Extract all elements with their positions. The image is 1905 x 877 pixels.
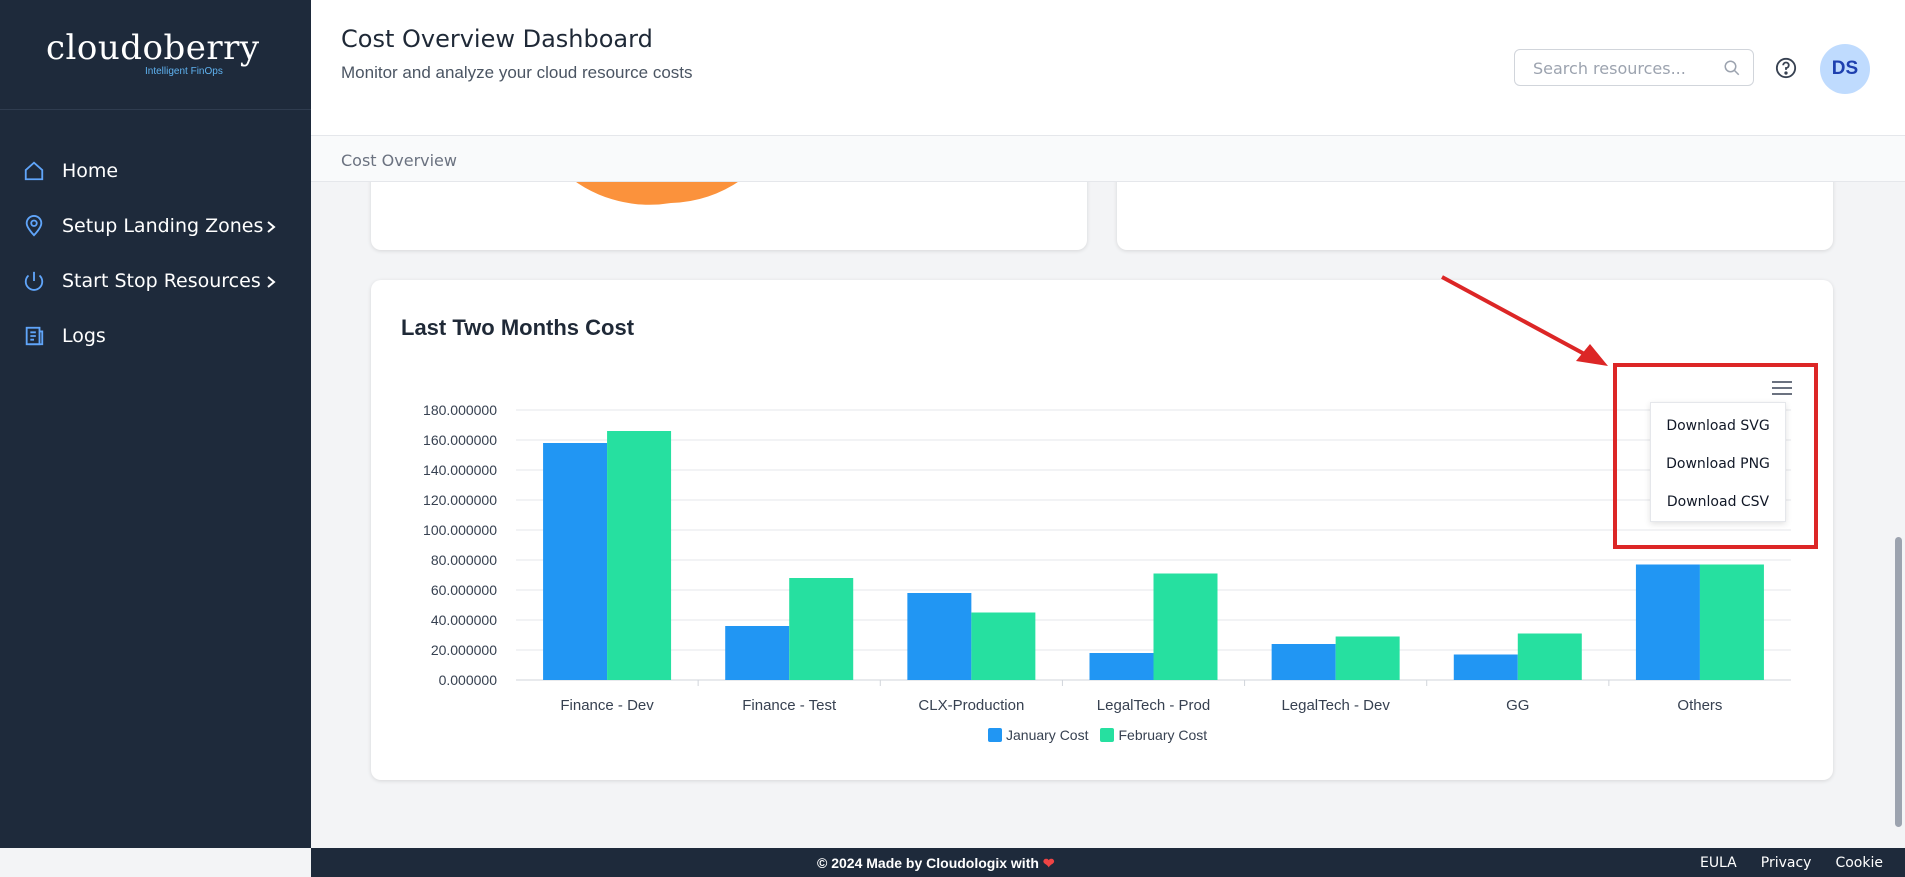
legend-item-january[interactable]: January Cost <box>988 727 1088 743</box>
sidebar-item-home[interactable]: Home <box>0 143 311 198</box>
page-subtitle: Monitor and analyze your cloud resource … <box>341 63 693 82</box>
y-tick-label: 80.000000 <box>431 552 497 568</box>
legend-label: January Cost <box>1006 727 1089 743</box>
sidebar-item-start-stop-resources[interactable]: Start Stop Resources <box>0 253 311 308</box>
legend-item-february[interactable]: February Cost <box>1100 727 1207 743</box>
sidebar-nav: Home Setup Landing Zones Start Stop Reso… <box>0 143 311 363</box>
location-pin-icon <box>22 214 46 238</box>
help-icon[interactable] <box>1775 57 1797 84</box>
footer: © 2024 Made by Cloudologix with ❤ EULA Pr… <box>311 848 1905 877</box>
download-svg-item[interactable]: Download SVG <box>1666 418 1770 434</box>
bar-january <box>907 593 972 680</box>
bar-february <box>607 431 672 680</box>
sidebar-item-logs[interactable]: Logs <box>0 308 311 363</box>
sidebar-item-setup-landing-zones[interactable]: Setup Landing Zones <box>0 198 311 253</box>
chart-menu-icon[interactable] <box>1772 381 1792 397</box>
footer-copyright: © 2024 Made by Cloudologix with ❤ <box>817 855 1055 872</box>
page-scrollbar[interactable] <box>1892 182 1905 848</box>
bar-january <box>1453 654 1518 680</box>
bar-january <box>1271 644 1336 680</box>
heart-icon: ❤ <box>1042 855 1055 871</box>
chevron-right-icon <box>266 217 276 239</box>
x-tick-label: CLX-Production <box>918 697 1024 714</box>
search-icon[interactable] <box>1723 59 1741 82</box>
y-tick-label: 140.000000 <box>423 462 497 478</box>
footer-links: EULA Privacy Cookie <box>1700 855 1883 871</box>
search-input[interactable] <box>1533 58 1713 78</box>
home-icon <box>22 159 46 183</box>
sidebar-item-label: Home <box>62 159 119 182</box>
sidebar-item-label: Start Stop Resources <box>62 269 261 292</box>
footer-link-privacy[interactable]: Privacy <box>1760 855 1812 871</box>
y-tick-label: 0.000000 <box>439 672 498 688</box>
brand-tagline: Intelligent FinOps <box>145 66 223 77</box>
bar-february <box>789 578 854 680</box>
y-tick-label: 160.000000 <box>423 432 497 448</box>
chart-export-menu: Download SVG Download PNG Download CSV <box>1650 402 1786 522</box>
bar-january <box>1089 653 1154 680</box>
bar-january <box>1635 564 1700 680</box>
sidebar-item-label: Setup Landing Zones <box>62 214 264 237</box>
chevron-right-icon <box>266 272 276 294</box>
x-tick-label: Finance - Dev <box>560 697 654 714</box>
header: Cost Overview Dashboard Monitor and anal… <box>311 0 1905 135</box>
chart-legend: January Cost February Cost <box>988 727 1207 743</box>
bar-february <box>1153 573 1218 680</box>
scrollbar-thumb[interactable] <box>1895 537 1902 827</box>
footer-link-cookie[interactable]: Cookie <box>1835 855 1883 871</box>
bar-january <box>543 443 608 680</box>
avatar[interactable]: DS <box>1820 44 1870 94</box>
brand-logo[interactable]: cloudoberry <box>46 28 260 68</box>
y-tick-label: 60.000000 <box>431 582 497 598</box>
x-tick-label: Others <box>1677 697 1722 714</box>
y-tick-label: 120.000000 <box>423 492 497 508</box>
breadcrumb: Cost Overview <box>311 135 1905 182</box>
legend-swatch <box>988 728 1002 742</box>
download-csv-item[interactable]: Download CSV <box>1666 494 1770 510</box>
bar-february <box>971 612 1036 680</box>
document-icon <box>22 324 46 348</box>
x-tick-label: Finance - Test <box>742 697 837 714</box>
breadcrumb-current[interactable]: Cost Overview <box>341 151 457 170</box>
y-tick-label: 20.000000 <box>431 642 497 658</box>
footer-link-eula[interactable]: EULA <box>1699 855 1737 871</box>
bar-chart: 0.000000 20.000000 40.000000 60.000000 80.00… <box>423 402 1791 714</box>
sidebar-item-label: Logs <box>62 324 106 347</box>
bar-february <box>1699 564 1764 680</box>
legend-label: February Cost <box>1118 727 1208 743</box>
bar-february <box>1335 636 1400 680</box>
download-png-item[interactable]: Download PNG <box>1666 456 1770 472</box>
power-icon <box>22 269 46 293</box>
x-tick-label: GG <box>1506 697 1529 714</box>
y-tick-label: 100.000000 <box>423 522 497 538</box>
x-tick-label: LegalTech - Prod <box>1097 697 1210 714</box>
bar-january <box>725 626 790 680</box>
search-box[interactable] <box>1514 49 1754 86</box>
sidebar: cloudoberry Intelligent FinOps Home Setu… <box>0 0 311 848</box>
page-title: Cost Overview Dashboard <box>341 25 653 53</box>
x-tick-label: LegalTech - Dev <box>1281 697 1390 714</box>
y-tick-label: 40.000000 <box>431 612 497 628</box>
bar-february <box>1517 633 1582 680</box>
copyright-text: © 2024 Made by Cloudologix with <box>817 855 1039 871</box>
brand: cloudoberry Intelligent FinOps <box>0 0 311 110</box>
chart-title: Last Two Months Cost <box>401 315 635 340</box>
y-tick-label: 180.000000 <box>423 402 497 418</box>
annotation-highlight-box <box>1613 363 1818 549</box>
legend-swatch <box>1100 728 1115 742</box>
